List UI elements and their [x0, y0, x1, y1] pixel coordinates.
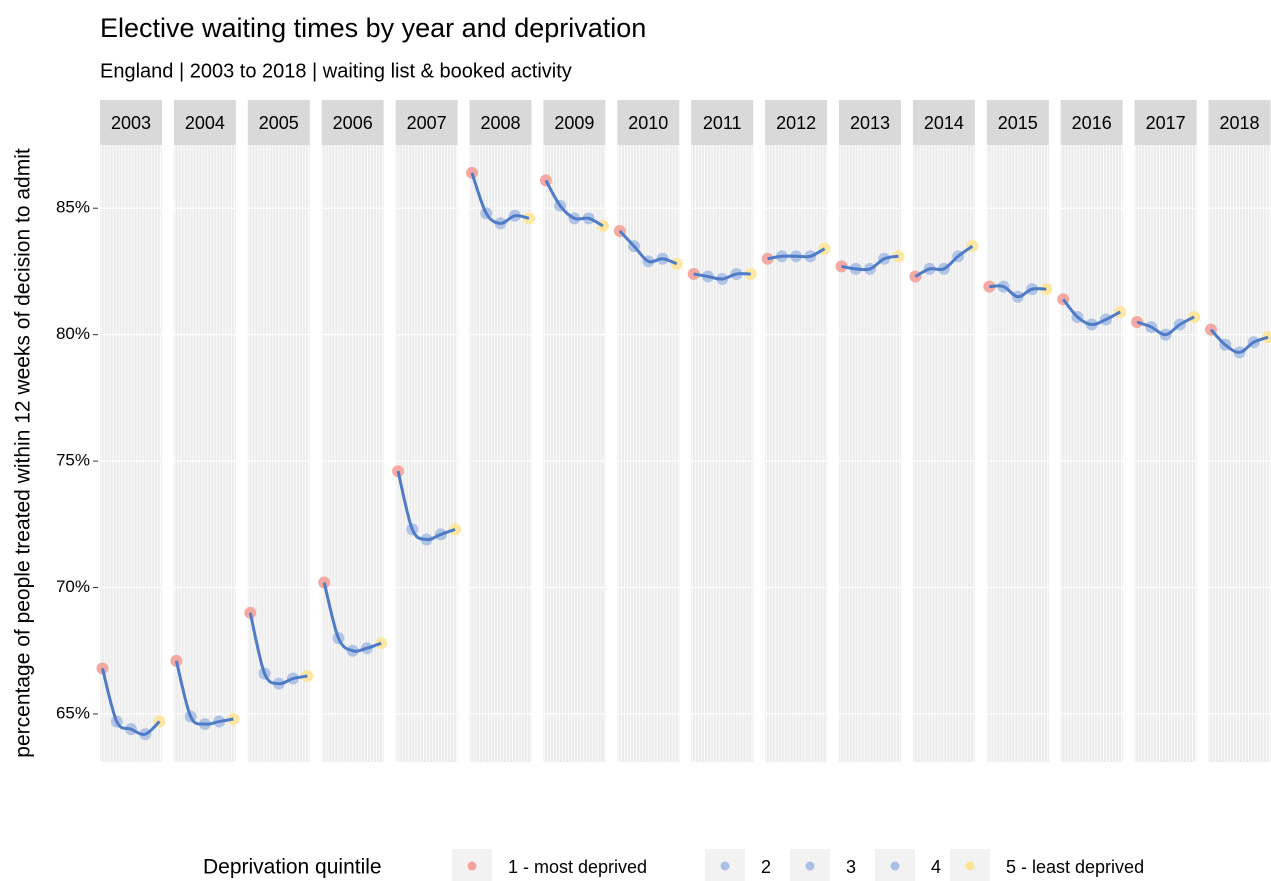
- facet-strip: [839, 100, 901, 145]
- facet-strip: [912, 100, 975, 145]
- y-tick-label: 65%: [56, 703, 90, 722]
- facet-strip: [617, 100, 680, 145]
- trend-line: [101, 668, 161, 736]
- legend-key: [965, 861, 975, 871]
- facet-label: 2011: [703, 113, 742, 133]
- facet-strip: [1060, 100, 1123, 145]
- trend-line: [544, 179, 604, 228]
- legend-key: [720, 861, 730, 871]
- trend-line: [1209, 328, 1269, 354]
- facet-label: 2007: [407, 113, 447, 133]
- trend-line: [618, 229, 678, 266]
- facet-label: 2013: [850, 113, 890, 133]
- facet-strip: [543, 100, 606, 145]
- y-tick-label: 75%: [56, 451, 90, 470]
- facet-label: 2012: [776, 113, 816, 133]
- facet-strip: [986, 100, 1049, 145]
- facet-label: 2017: [1146, 113, 1186, 133]
- y-tick-label: 85%: [56, 198, 90, 217]
- legend-label: 1 - most deprived: [508, 857, 647, 877]
- y-tick-label: 70%: [56, 577, 90, 596]
- legend-label: 5 - least deprived: [1006, 857, 1144, 877]
- trend-line: [989, 284, 1047, 299]
- legend-key: [467, 861, 477, 871]
- facet-label: 2005: [259, 113, 299, 133]
- trend-line: [174, 660, 234, 726]
- y-axis-label: percentage of people treated within 12 w…: [12, 148, 35, 758]
- legend-title: Deprivation quintile: [203, 856, 382, 879]
- trend-line: [248, 612, 308, 686]
- trend-line: [1061, 298, 1121, 327]
- facet-label: 2016: [1072, 113, 1112, 133]
- trend-line: [693, 272, 751, 281]
- trend-line: [1136, 315, 1195, 337]
- facet-label: 2006: [333, 113, 373, 133]
- facet-label: 2004: [185, 113, 225, 133]
- facet-strip: [173, 100, 236, 145]
- trend-line: [470, 172, 530, 225]
- facet-label: 2014: [924, 113, 964, 133]
- facet-strip: [247, 100, 310, 145]
- trend-line: [322, 582, 382, 653]
- facet-label: 2003: [111, 113, 151, 133]
- facet-strip: [395, 100, 458, 145]
- legend-label: 2: [761, 857, 771, 877]
- chart-title: Elective waiting times by year and depri…: [100, 13, 646, 43]
- legend-key: [805, 861, 815, 871]
- facet-label: 2018: [1219, 113, 1259, 133]
- facet-strip: [765, 100, 828, 145]
- facet-label: 2010: [628, 113, 668, 133]
- trend-line: [767, 247, 826, 261]
- trend-line: [841, 254, 899, 272]
- y-tick-label: 80%: [56, 324, 90, 343]
- facet-strip: [691, 100, 754, 145]
- chart-subtitle: England | 2003 to 2018 | waiting list & …: [100, 60, 572, 82]
- legend-key: [890, 861, 900, 871]
- facet-strip: [100, 100, 162, 145]
- facet-strip: [1134, 100, 1197, 145]
- trend-line: [914, 244, 974, 278]
- facet-strip: [1208, 100, 1271, 145]
- facet-label: 2009: [554, 113, 594, 133]
- trend-line: [396, 470, 456, 542]
- facet-strip: [469, 100, 532, 145]
- legend-label: 3: [846, 857, 856, 877]
- facet-label: 2015: [998, 113, 1038, 133]
- legend-label: 4: [931, 857, 941, 877]
- facet-strip: [321, 100, 384, 145]
- facet-label: 2008: [480, 113, 520, 133]
